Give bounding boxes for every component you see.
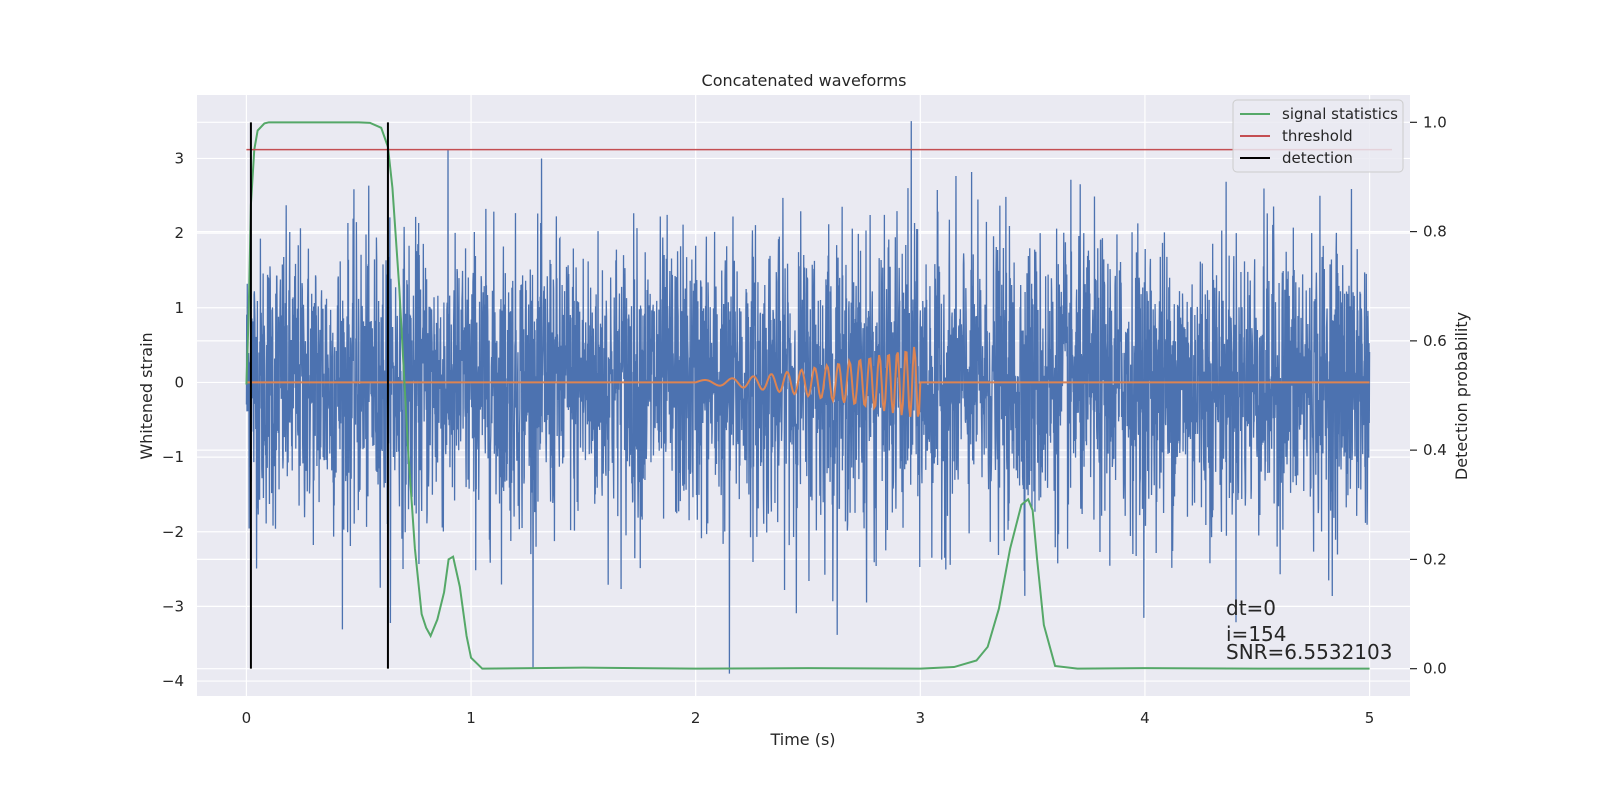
x-tick-label: 1 (466, 709, 476, 727)
annotation-index: i=154 (1226, 622, 1287, 646)
annotation-snr: SNR=6.5532103 (1226, 640, 1392, 664)
y2-tick-label: 0.6 (1423, 332, 1447, 350)
y2-tick-label: 1.0 (1423, 113, 1447, 131)
legend-label-threshold: threshold (1282, 127, 1353, 145)
legend-label-signal-statistics: signal statistics (1282, 105, 1398, 123)
y2-axis-label: Detection probability (1452, 312, 1471, 480)
series-signal-statistics (245, 121, 1370, 670)
y2-tick-label: 0.0 (1423, 660, 1447, 678)
y-axis-label: Whitened strain (137, 332, 156, 459)
legend-box (1232, 99, 1404, 173)
annotation-dt: dt=0 (1226, 596, 1276, 620)
detection-lines (249, 122, 389, 669)
y-tick-label: 1 (174, 299, 184, 317)
legend-label-detection: detection (1282, 149, 1353, 167)
x-axis-ticks: 0 1 2 3 4 5 (242, 709, 1375, 727)
y-axis-ticks: 3 2 1 0 −1 −2 −3 −4 (162, 149, 184, 690)
x-tick-label: 4 (1140, 709, 1150, 727)
series-whitened-strain (245, 121, 1371, 674)
x-tick-label: 5 (1365, 709, 1375, 727)
y2-tick-label: 0.8 (1423, 223, 1447, 241)
y2-axis-ticks: 1.0 0.8 0.6 0.4 0.2 0.0 (1410, 113, 1447, 678)
x-axis-label: Time (s) (769, 730, 835, 749)
y-tick-label: 2 (174, 224, 184, 242)
y-tick-label: 3 (174, 149, 184, 167)
y-tick-label: −4 (162, 672, 184, 690)
x-tick-label: 3 (916, 709, 926, 727)
x-tick-label: 2 (691, 709, 701, 727)
legend: signal statistics threshold detection (1232, 99, 1404, 173)
y-tick-label: −1 (162, 448, 184, 466)
y-tick-label: 0 (174, 373, 184, 391)
y-tick-label: −2 (162, 523, 184, 541)
y2-tick-label: 0.2 (1423, 550, 1447, 568)
chart-title: Concatenated waveforms (702, 71, 907, 90)
series-injected-waveform (246, 346, 1370, 417)
x-tick-label: 0 (242, 709, 252, 727)
y-tick-label: −3 (162, 597, 184, 615)
y2-tick-label: 0.4 (1423, 441, 1447, 459)
